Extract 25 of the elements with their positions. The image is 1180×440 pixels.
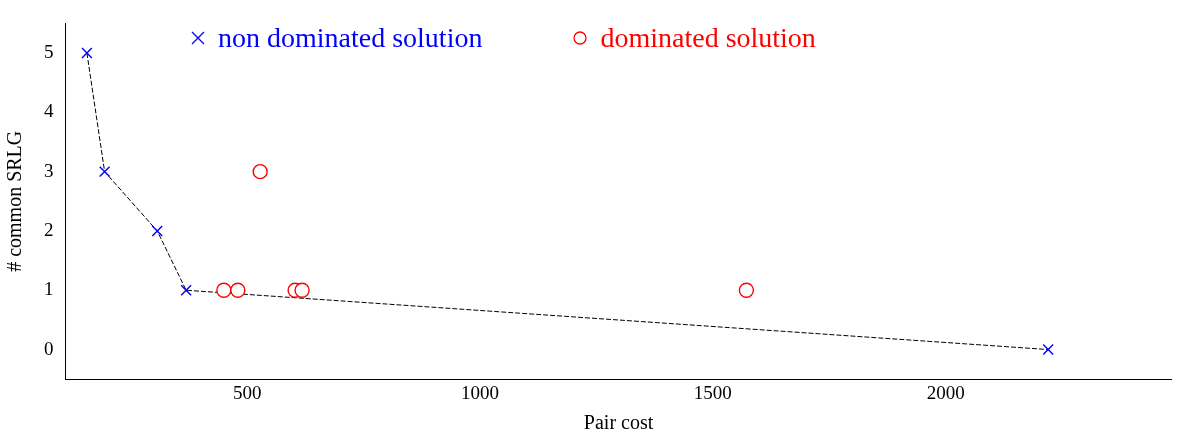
y-axis-title: # common SRLG	[3, 130, 26, 272]
point	[252, 163, 268, 180]
y-tick-label: 1	[44, 278, 54, 300]
point	[98, 166, 111, 178]
point	[230, 282, 246, 298]
point	[294, 282, 310, 298]
y-tick-label: 0	[44, 337, 54, 359]
x-tick-label: 1000	[461, 381, 499, 403]
x-axis-title: Pair cost	[583, 411, 654, 434]
point	[180, 284, 192, 296]
line-series	[86, 52, 1049, 351]
x-tick-label: 500	[232, 381, 262, 403]
y-tick-label: 2	[44, 218, 54, 240]
y-tick-label: 3	[44, 159, 54, 181]
point	[81, 47, 93, 59]
point	[1042, 343, 1054, 356]
y-tick-label: 5	[44, 41, 54, 63]
point	[151, 225, 163, 237]
x-tick-label: 2000	[926, 381, 965, 403]
point	[738, 282, 755, 298]
y-tick-label: 4	[44, 100, 54, 122]
x-tick-label: 1500	[693, 381, 732, 403]
legend-label: non dominated solution	[218, 22, 483, 54]
legend-label: dominated solution	[600, 22, 816, 54]
point	[216, 282, 232, 298]
